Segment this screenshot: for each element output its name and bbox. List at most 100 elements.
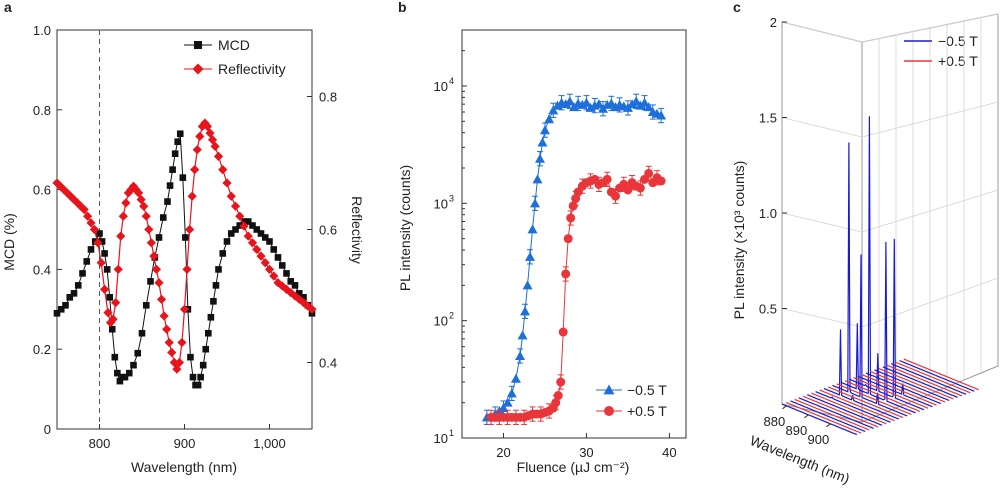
reflectivity-point <box>243 231 253 241</box>
minus-point <box>581 97 592 107</box>
mcd-point <box>223 238 231 245</box>
mcd-point <box>274 254 282 261</box>
reflectivity-point <box>159 311 169 321</box>
mcd-point <box>261 234 269 241</box>
reflectivity-point <box>156 294 167 304</box>
minus-point <box>656 110 667 120</box>
minus-point <box>534 153 545 163</box>
panel-c-gridline <box>781 21 863 43</box>
reflectivity-point <box>235 211 245 221</box>
panel-label-b: b <box>398 0 407 15</box>
mcd-point <box>121 373 129 381</box>
panel-a-y2tick-label: 0.6 <box>319 223 337 238</box>
mcd-point <box>207 313 215 321</box>
plus-trace <box>895 361 971 394</box>
mcd-point <box>287 278 295 285</box>
reflectivity-point <box>103 308 113 318</box>
minus-point <box>532 174 543 184</box>
mcd-point <box>212 282 220 289</box>
plus-point <box>635 183 645 193</box>
reflectivity-point <box>164 337 174 348</box>
reflectivity-point <box>187 191 197 201</box>
mcd-point <box>96 230 103 237</box>
reflectivity-point <box>86 218 96 228</box>
reflectivity-point <box>213 151 224 161</box>
minus-trace <box>890 363 967 395</box>
reflectivity-point <box>230 201 241 211</box>
mcd-point <box>182 234 189 241</box>
mcd-point <box>240 218 248 225</box>
mcd-point <box>53 309 61 317</box>
minus-point <box>552 100 563 110</box>
panel-c-xtick <box>804 414 809 419</box>
minus-point <box>515 350 526 360</box>
plus-point <box>610 191 620 201</box>
minus-trace <box>806 394 883 426</box>
panel-b-ylabel: PL intensity (counts) <box>397 165 413 291</box>
mcd-point <box>155 234 163 241</box>
minus-trace <box>865 372 942 405</box>
plus-trace <box>903 358 979 391</box>
mcd-point <box>176 130 184 138</box>
reflectivity-point <box>100 284 110 294</box>
mcd-point <box>164 198 171 205</box>
minus-trace <box>840 116 916 414</box>
panel-c-xtick <box>826 423 831 428</box>
panel-b-ytick-exponent: 3 <box>449 193 454 203</box>
reflectivity-point <box>179 304 190 314</box>
reflectivity-point <box>264 264 275 274</box>
minus-point <box>530 198 541 208</box>
mcd-point <box>79 270 86 277</box>
reflectivity-point <box>134 188 144 198</box>
mcd-point <box>138 329 146 337</box>
mcd-point <box>189 373 197 381</box>
minus-point <box>544 114 555 124</box>
mcd-point <box>219 250 227 257</box>
panel-c-gridline <box>781 212 863 233</box>
reflectivity-point <box>83 211 93 221</box>
panel-a-ytick-label: 0 <box>44 422 51 437</box>
mcd-point <box>103 266 111 273</box>
mcd-point <box>210 298 217 305</box>
plus-trace <box>819 389 895 422</box>
mcd-point <box>159 214 167 221</box>
reflectivity-point <box>174 357 184 368</box>
panel-b-ytick-exponent: 4 <box>449 76 454 86</box>
reflectivity-point <box>177 337 187 348</box>
reflectivity-point <box>307 304 317 314</box>
mcd-point <box>116 377 124 385</box>
plus-point <box>556 377 566 387</box>
panel-c-zlabel: PL intensity (×10³ counts) <box>731 161 747 320</box>
panel-a-ytick-label: 0.2 <box>33 342 51 357</box>
panel-a-xtick-label: 800 <box>89 436 111 451</box>
mcd-point <box>253 226 261 233</box>
mcd-point <box>74 282 82 289</box>
minus-trace <box>874 369 950 402</box>
reflectivity-point <box>136 194 146 205</box>
legend-plus-label: +0.5 T <box>627 403 667 419</box>
mcd-point <box>215 266 222 273</box>
reflectivity-point <box>162 324 172 334</box>
minus-trace <box>857 375 933 408</box>
reflectivity-point <box>207 135 218 145</box>
panel-a-xtick-label: 900 <box>174 436 196 451</box>
legend-minus-label: −0.5 T <box>627 382 667 398</box>
reflectivity-point <box>185 224 195 235</box>
reflectivity-point <box>190 165 200 175</box>
minus-point <box>639 97 650 107</box>
reflectivity-point <box>96 258 106 268</box>
plus-trace <box>878 367 954 400</box>
minus-trace <box>798 397 874 429</box>
panel-b-frame <box>461 29 687 439</box>
reflectivity-series-line <box>56 122 313 371</box>
panel-b-chart: Fluence (µJ cm⁻²) PL intensity (counts) … <box>397 165 667 475</box>
reflectivity-point <box>182 264 192 274</box>
mcd-point <box>266 238 273 245</box>
reflectivity-point <box>79 204 89 215</box>
panel-c-xtick-label: 900 <box>808 432 830 447</box>
mcd-point <box>57 306 65 313</box>
panel-c-ztick-label: 0.5 <box>759 302 777 317</box>
panel-b-xtick-label: 30 <box>579 445 593 460</box>
reflectivity-point <box>69 194 79 205</box>
